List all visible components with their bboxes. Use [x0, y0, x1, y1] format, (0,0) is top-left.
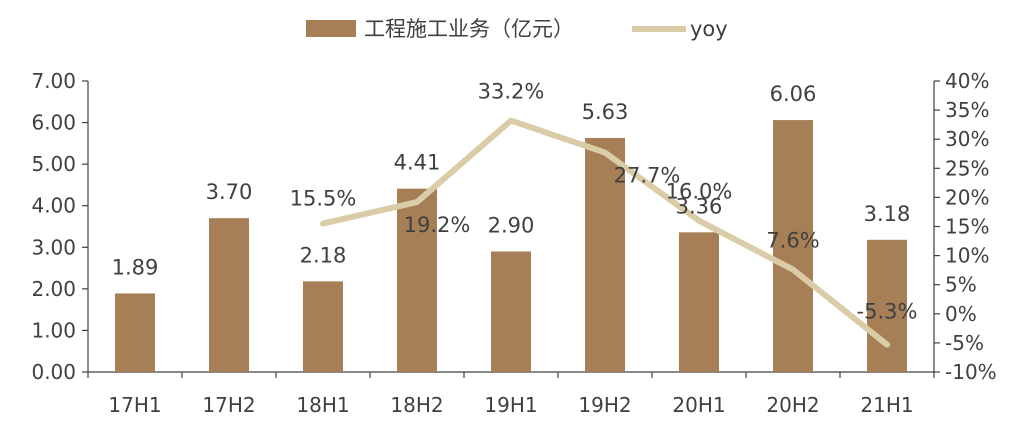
y-right-tick-label: 5%: [945, 273, 977, 297]
x-tick-label: 18H1: [296, 393, 349, 417]
bar-value-label: 4.41: [394, 151, 441, 175]
yoy-value-label: 27.7%: [614, 164, 681, 188]
bar-series: [115, 120, 907, 372]
bar-value-label: 3.18: [864, 202, 911, 226]
y-right-tick-label: -10%: [945, 360, 997, 384]
bar: [303, 281, 343, 372]
y-right-tick-label: 15%: [945, 215, 989, 239]
y-right-tick-label: 35%: [945, 98, 989, 122]
bar: [115, 293, 155, 372]
x-tick-label: 19H2: [578, 393, 631, 417]
y-right-tick-label: 40%: [945, 69, 989, 93]
y-right-tick-label: 30%: [945, 127, 989, 151]
y-left-tick-label: 6.00: [31, 111, 76, 135]
x-tick-label: 17H2: [202, 393, 255, 417]
yoy-value-label: 15.5%: [290, 187, 357, 211]
x-tick-label: 19H1: [484, 393, 537, 417]
bar: [867, 239, 907, 372]
y-left-tick-label: 1.00: [31, 318, 76, 342]
bar: [585, 137, 625, 372]
bar: [397, 188, 437, 372]
x-tick-label: 21H1: [860, 393, 913, 417]
y-right-tick-label: -5%: [945, 331, 984, 355]
yoy-value-label: -5.3%: [857, 300, 918, 324]
legend-label-bar: 工程施工业务（亿元）: [364, 17, 574, 41]
x-tick-label: 18H2: [390, 393, 443, 417]
yoy-value-label: 7.6%: [766, 229, 819, 253]
bar-value-label: 3.70: [206, 180, 253, 204]
bar-value-label: 2.90: [488, 213, 535, 237]
bar-value-label: 3.36: [676, 194, 723, 218]
bar-value-label: 2.18: [300, 243, 347, 267]
y-left-tick-label: 4.00: [31, 194, 76, 218]
y-left-tick-label: 2.00: [31, 277, 76, 301]
bar-value-label: 5.63: [582, 100, 629, 124]
bar: [491, 251, 531, 372]
x-tick-label: 20H2: [766, 393, 819, 417]
axes: 0.00 1.00 2.00 3.00 4.00 5.00 6.00 7.00 -10% -5% 0…: [31, 69, 996, 417]
legend-swatch-bar: [306, 20, 356, 37]
yoy-value-label: 33.2%: [478, 80, 545, 104]
yoy-value-label: 16.0%: [666, 180, 733, 204]
y-right-tick-label: 0%: [945, 302, 977, 326]
bar: [209, 218, 249, 372]
y-left-tick-label: 5.00: [31, 152, 76, 176]
yoy-value-label: 19.2%: [404, 213, 471, 237]
bar-value-label: 1.89: [112, 255, 159, 279]
y-left-tick-label: 0.00: [31, 360, 76, 384]
y-right-tick-label: 25%: [945, 156, 989, 180]
legend: 工程施工业务（亿元） yoy: [306, 17, 728, 41]
bar: [773, 120, 813, 372]
bar-value-label: 6.06: [770, 82, 817, 106]
x-tick-label: 20H1: [672, 393, 725, 417]
bar: [679, 232, 719, 372]
y-left-tick-label: 7.00: [31, 69, 76, 93]
x-tick-label: 17H1: [108, 393, 161, 417]
legend-label-line: yoy: [690, 17, 728, 41]
data-labels: 1.89 3.70 2.18 4.41 2.90 5.63 3.36 6.06 3.18 15.5…: [112, 80, 918, 324]
y-right-tick-label: 20%: [945, 185, 989, 209]
line-series: [320, 117, 890, 348]
y-left-tick-label: 3.00: [31, 235, 76, 259]
y-right-tick-label: 10%: [945, 244, 989, 268]
